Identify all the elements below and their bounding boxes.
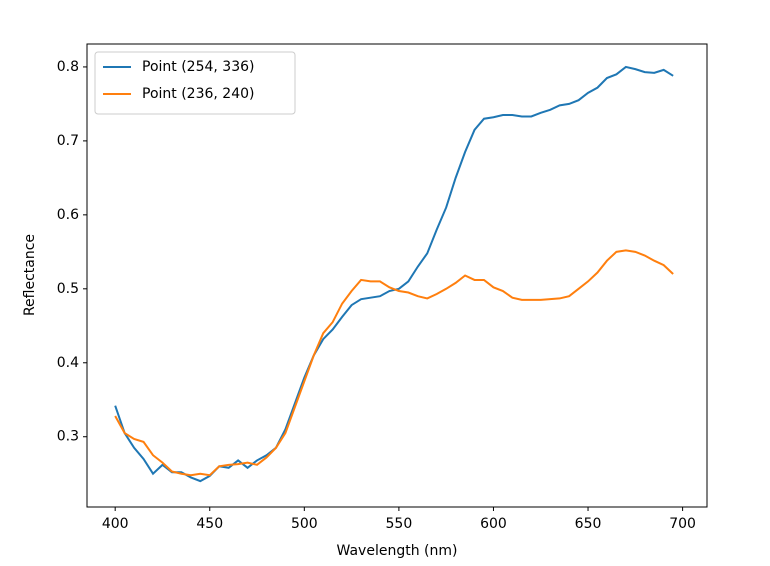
y-tick-label: 0.8 [57,59,79,75]
y-tick-label: 0.7 [57,133,79,149]
y-tick-label: 0.5 [57,281,79,297]
x-tick-label: 500 [291,516,318,532]
x-tick-label: 450 [196,516,223,532]
y-tick-label: 0.3 [57,429,79,445]
x-tick-label: 550 [386,516,413,532]
x-tick-label: 650 [575,516,602,532]
x-axis-label: Wavelength (nm) [337,543,458,559]
y-axis-label: Reflectance [22,234,38,316]
x-tick-label: 400 [102,516,129,532]
data-line [114,249,674,477]
y-tick-label: 0.6 [57,207,79,223]
plot-frame [86,43,708,508]
x-tick-label: 700 [669,516,696,532]
x-tick-label: 600 [480,516,507,532]
y-tick-label: 0.4 [57,355,79,371]
legend-label: Point (236, 240) [142,86,254,102]
legend-label: Point (254, 336) [142,59,254,75]
legend-box [94,51,296,115]
